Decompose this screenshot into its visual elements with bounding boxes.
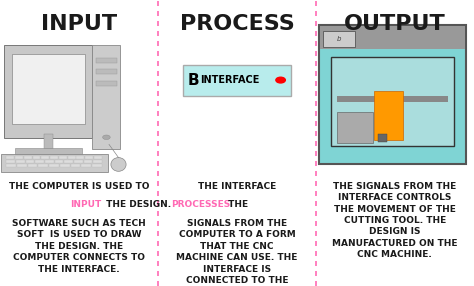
Bar bbox=[96, 81, 117, 86]
Text: THE INTERFACE: THE INTERFACE bbox=[198, 182, 276, 190]
Bar bbox=[60, 164, 70, 167]
Circle shape bbox=[102, 135, 110, 140]
Text: INPUT: INPUT bbox=[41, 14, 117, 34]
FancyBboxPatch shape bbox=[374, 91, 403, 140]
Bar bbox=[59, 156, 67, 159]
Bar bbox=[27, 164, 37, 167]
Bar bbox=[24, 156, 32, 159]
Bar bbox=[16, 160, 25, 163]
FancyBboxPatch shape bbox=[1, 154, 108, 172]
Bar bbox=[94, 156, 102, 159]
Bar bbox=[337, 96, 448, 102]
FancyBboxPatch shape bbox=[15, 148, 82, 156]
Bar bbox=[64, 160, 73, 163]
Text: OUTPUT: OUTPUT bbox=[344, 14, 446, 34]
Bar bbox=[49, 164, 59, 167]
Text: SOFTWARE SUCH AS TECH
SOFT  IS USED TO DRAW
THE DESIGN. THE
COMPUTER CONNECTS TO: SOFTWARE SUCH AS TECH SOFT IS USED TO DR… bbox=[12, 219, 146, 274]
Bar bbox=[17, 164, 27, 167]
Text: INPUT: INPUT bbox=[70, 200, 101, 209]
FancyBboxPatch shape bbox=[92, 45, 120, 149]
Text: b: b bbox=[337, 36, 341, 42]
FancyBboxPatch shape bbox=[378, 134, 387, 142]
Bar bbox=[337, 112, 373, 143]
FancyBboxPatch shape bbox=[323, 31, 355, 47]
Bar bbox=[55, 160, 63, 163]
Bar bbox=[82, 164, 91, 167]
Bar bbox=[71, 164, 81, 167]
FancyBboxPatch shape bbox=[12, 54, 85, 124]
Bar bbox=[93, 160, 102, 163]
FancyBboxPatch shape bbox=[4, 45, 92, 138]
Text: THE DESIGN.: THE DESIGN. bbox=[103, 200, 171, 209]
Bar bbox=[15, 156, 23, 159]
FancyBboxPatch shape bbox=[319, 25, 466, 164]
Bar bbox=[76, 156, 84, 159]
Text: THE: THE bbox=[225, 200, 248, 209]
Text: THE COMPUTER IS USED TO: THE COMPUTER IS USED TO bbox=[9, 182, 149, 190]
Bar bbox=[35, 160, 44, 163]
Text: SIGNALS FROM THE
COMPUTER TO A FORM
THAT THE CNC
MACHINE CAN USE. THE
INTERFACE : SIGNALS FROM THE COMPUTER TO A FORM THAT… bbox=[176, 219, 298, 286]
Bar bbox=[74, 160, 82, 163]
Bar bbox=[96, 69, 117, 74]
Text: B: B bbox=[188, 73, 199, 88]
Circle shape bbox=[276, 77, 285, 83]
Bar bbox=[68, 156, 75, 159]
Bar bbox=[92, 164, 102, 167]
Bar bbox=[96, 58, 117, 63]
Bar bbox=[320, 26, 465, 49]
Bar bbox=[44, 134, 53, 149]
Bar bbox=[38, 164, 48, 167]
Text: THE SIGNALS FROM THE
INTERFACE CONTROLS
THE MOVEMENT OF THE
CUTTING TOOL. THE
DE: THE SIGNALS FROM THE INTERFACE CONTROLS … bbox=[332, 182, 457, 259]
Bar bbox=[85, 156, 93, 159]
Text: PROCESSES: PROCESSES bbox=[171, 200, 230, 209]
Ellipse shape bbox=[111, 158, 126, 171]
Text: INTERFACE: INTERFACE bbox=[200, 75, 260, 85]
Bar bbox=[50, 156, 58, 159]
Bar bbox=[45, 160, 54, 163]
Text: PROCESS: PROCESS bbox=[180, 14, 294, 34]
Bar bbox=[41, 156, 49, 159]
Bar bbox=[6, 160, 15, 163]
Bar bbox=[6, 164, 16, 167]
FancyBboxPatch shape bbox=[183, 65, 291, 96]
Bar bbox=[33, 156, 40, 159]
Bar bbox=[6, 156, 14, 159]
Bar bbox=[83, 160, 92, 163]
Bar bbox=[26, 160, 34, 163]
FancyBboxPatch shape bbox=[331, 57, 454, 146]
